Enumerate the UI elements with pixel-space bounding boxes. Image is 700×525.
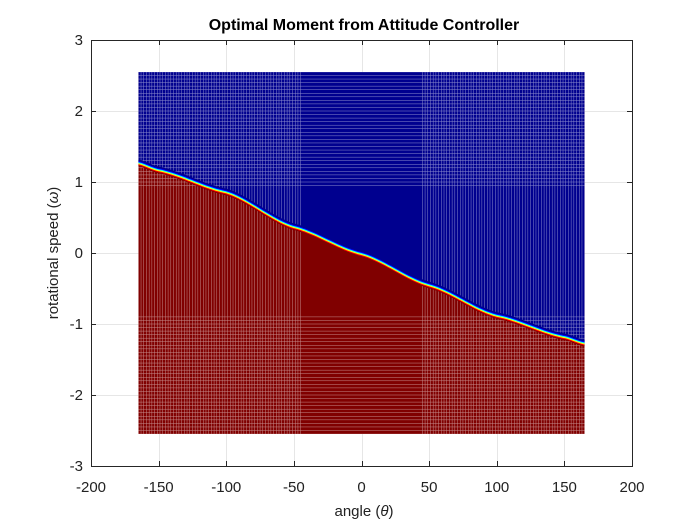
switching-curve-band bbox=[138, 161, 585, 344]
heatmap-surface bbox=[138, 71, 585, 435]
axis-ticks: -200 -150 -100 -50 0 50 100 150 200 -3 -2 -1 0 1 2 3 bbox=[70, 32, 645, 496]
x-axis-label: angle (θ) bbox=[334, 503, 393, 520]
x-tick-label: -50 bbox=[283, 479, 305, 496]
y-tick-label: 0 bbox=[75, 245, 83, 262]
mesh-lines bbox=[138, 71, 585, 435]
x-tick-label: -200 bbox=[76, 479, 106, 496]
switching-curve-band bbox=[138, 163, 585, 346]
x-tick-label: 150 bbox=[552, 479, 577, 496]
x-tick-label: 200 bbox=[619, 479, 644, 496]
y-tick-label: 2 bbox=[75, 103, 83, 120]
y-tick-label: -1 bbox=[70, 316, 83, 333]
y-tick-label: 1 bbox=[75, 174, 83, 191]
x-tick-label: -100 bbox=[211, 479, 241, 496]
x-tick-label: -150 bbox=[144, 479, 174, 496]
switching-curve-band bbox=[138, 164, 585, 347]
y-tick-label: -2 bbox=[70, 387, 83, 404]
y-tick-label: -3 bbox=[70, 458, 83, 475]
switching-curve-band bbox=[138, 162, 585, 345]
y-axis-label: rotational speed (ω) bbox=[45, 187, 62, 320]
chart-title: Optimal Moment from Attitude Controller bbox=[209, 17, 520, 34]
switching-curve-band bbox=[138, 159, 585, 342]
positive-moment-region bbox=[138, 71, 585, 344]
switching-curve-band bbox=[138, 160, 585, 343]
x-tick-label: 50 bbox=[421, 479, 438, 496]
x-tick-label: 100 bbox=[484, 479, 509, 496]
x-tick-label: 0 bbox=[357, 479, 365, 496]
y-tick-label: 3 bbox=[75, 32, 83, 49]
